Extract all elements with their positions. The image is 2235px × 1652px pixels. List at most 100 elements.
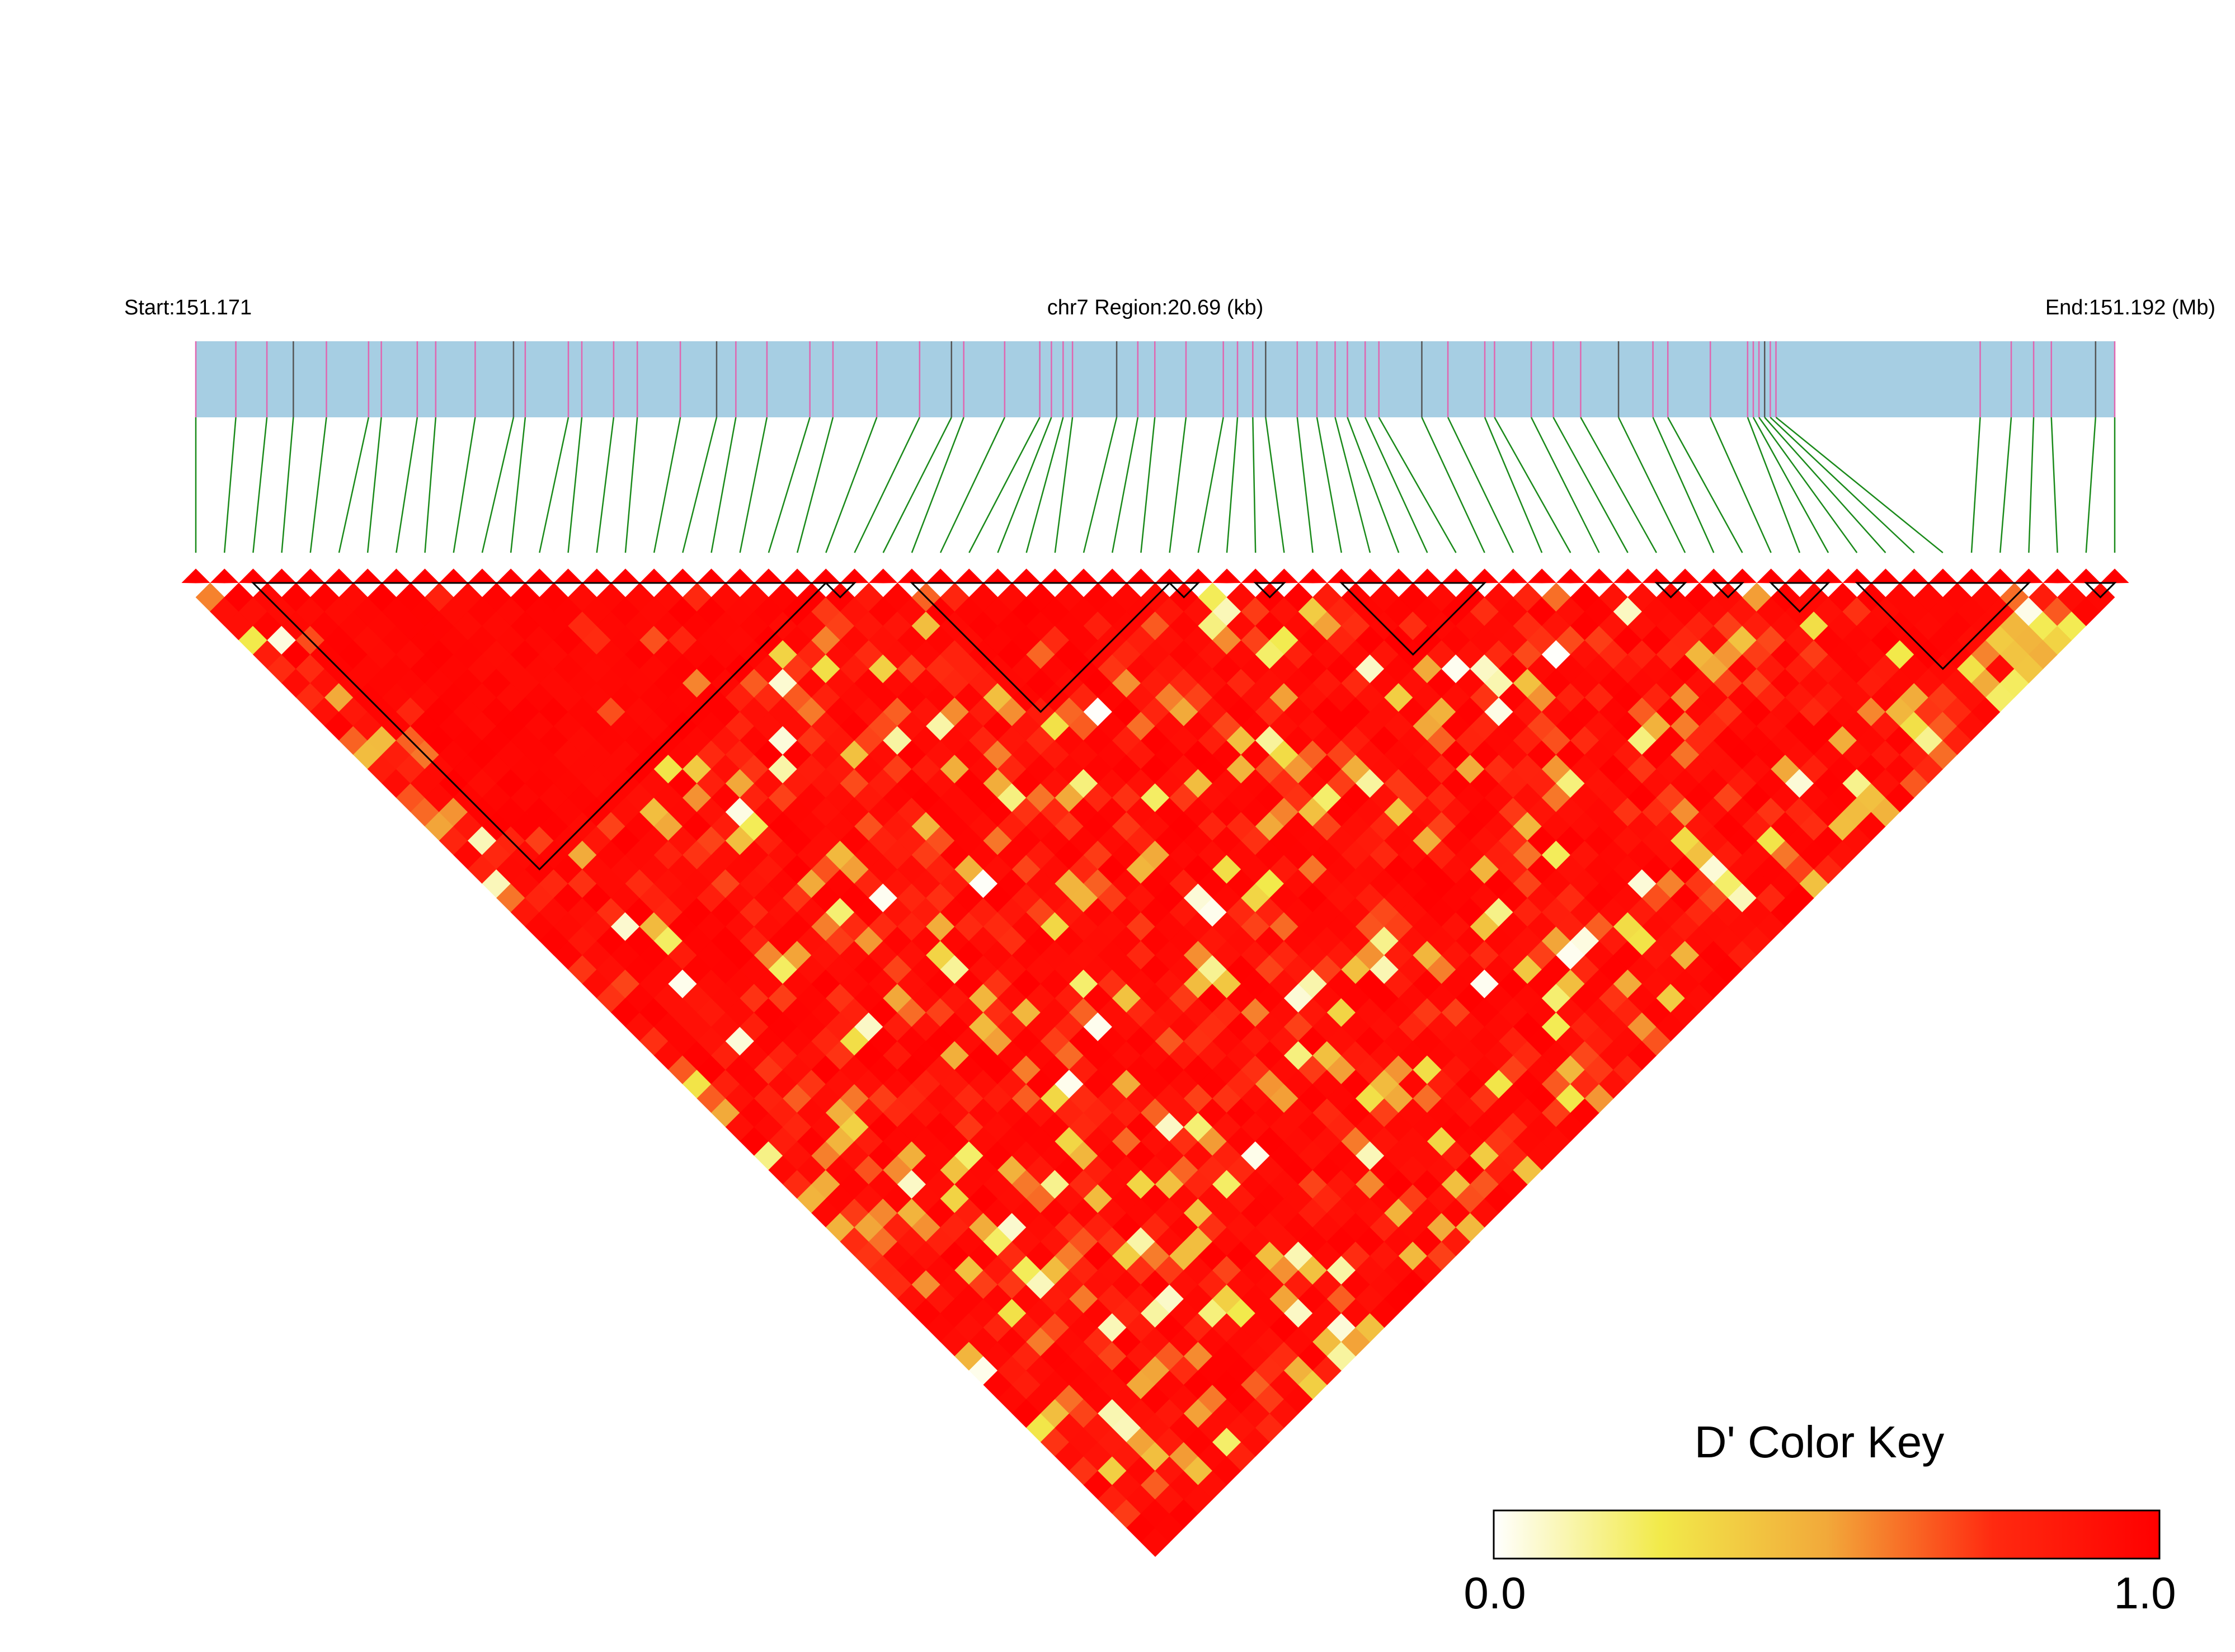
snp-marker <box>582 568 611 583</box>
legend-max-label: 1.0 <box>2114 1568 2176 1618</box>
snp-marker <box>1699 568 1728 583</box>
snp-connector <box>223 417 237 553</box>
snp-connector <box>854 417 920 553</box>
snp-connector <box>1169 417 1187 553</box>
snp-connector <box>1140 417 1156 553</box>
snp-marker <box>1556 568 1585 583</box>
snp-marker <box>1269 568 1298 583</box>
snp-marker <box>296 568 325 583</box>
ld-block-outline <box>1253 582 1286 599</box>
snp-marker <box>1785 568 1814 583</box>
snp-connector <box>796 417 834 553</box>
snp-connector <box>1617 417 1686 553</box>
snp-connector <box>481 417 515 553</box>
snp-marker <box>726 568 755 583</box>
snp-connector <box>682 417 718 553</box>
snp-connector <box>567 417 583 553</box>
snp-connector <box>281 417 294 553</box>
snp-connector <box>825 417 878 553</box>
snp-connector <box>1484 417 1543 553</box>
snp-marker <box>181 568 210 583</box>
end-label: End:151.192 (Mb) <box>2045 296 2215 319</box>
snp-marker <box>1212 568 1241 583</box>
snp-connector <box>1752 417 1829 553</box>
snp-connector <box>1667 417 1743 553</box>
snp-connector <box>596 417 615 553</box>
snp-marker <box>1356 568 1385 583</box>
ld-cells <box>181 568 2129 1557</box>
snp-marker <box>1012 568 1041 583</box>
snp-marker <box>2100 568 2129 583</box>
snp-marker <box>1413 568 1442 583</box>
snp-connector-lines <box>195 417 2116 553</box>
snp-marker <box>324 568 354 583</box>
snp-marker <box>1985 568 2015 583</box>
snp-marker <box>1728 568 1757 583</box>
snp-marker <box>611 568 640 583</box>
snp-connector <box>768 417 811 553</box>
snp-connector <box>1054 417 1074 553</box>
snp-marker <box>897 568 926 583</box>
ld-block-outline <box>251 582 828 871</box>
snp-marker <box>553 568 583 583</box>
snp-marker <box>926 568 955 583</box>
snp-marker <box>1928 568 1958 583</box>
ld-block-outline <box>1654 582 1687 599</box>
snp-marker <box>811 568 840 583</box>
snp-marker <box>1155 568 1184 583</box>
snp-marker <box>983 568 1013 583</box>
snp-marker <box>1499 568 1528 583</box>
snp-marker <box>496 568 525 583</box>
snp-connector <box>338 417 370 553</box>
snp-marker <box>869 568 898 583</box>
snp-connector <box>911 417 964 553</box>
ld-block-outline <box>1769 582 1831 613</box>
snp-connector <box>1378 417 1457 553</box>
snp-connector <box>624 417 638 553</box>
snp-connector <box>1364 417 1428 553</box>
snp-marker <box>439 568 468 583</box>
snp-connector <box>882 417 952 553</box>
snp-marker <box>1298 568 1328 583</box>
snp-marker <box>1642 568 1671 583</box>
snp-connector <box>252 417 268 553</box>
snp-marker <box>468 568 497 583</box>
snp-marker <box>1441 568 1471 583</box>
snp-marker <box>1069 568 1098 583</box>
snp-marker <box>1126 568 1155 583</box>
snp-connector <box>2085 417 2097 553</box>
snp-connector <box>1770 417 1915 553</box>
snp-marker <box>1757 568 1786 583</box>
snp-marker <box>525 568 554 583</box>
snp-connector <box>1083 417 1118 553</box>
ld-block-outline <box>824 582 857 599</box>
snp-connector <box>2028 417 2035 553</box>
snp-connector <box>1226 417 1239 553</box>
snp-marker <box>668 568 697 583</box>
snp-connector <box>510 417 526 553</box>
snp-marker <box>1871 568 1900 583</box>
snp-connector <box>1999 417 2012 553</box>
snp-position-ticks <box>195 341 2116 417</box>
snp-connector <box>1334 417 1371 553</box>
snp-marker <box>1613 568 1643 583</box>
snp-marker <box>1470 568 1499 583</box>
start-label: Start:151.171 <box>124 296 252 319</box>
ld-block-outline <box>1711 582 1745 599</box>
snp-connector <box>539 417 570 553</box>
snp-connector <box>1747 417 1801 553</box>
snp-marker <box>1098 568 1127 583</box>
ld-block-outline <box>1167 582 1201 599</box>
snp-marker <box>639 568 669 583</box>
snp-connector <box>1447 417 1514 553</box>
snp-marker <box>1842 568 1871 583</box>
ld-block-outline <box>1339 582 1487 656</box>
snp-marker <box>410 568 440 583</box>
legend-min-label: 0.0 <box>1464 1568 1526 1618</box>
snp-marker <box>754 568 783 583</box>
snp-connector <box>1775 417 1944 553</box>
snp-marker <box>1900 568 1929 583</box>
snp-marker <box>1041 568 1070 583</box>
snp-connector <box>2050 417 2058 553</box>
